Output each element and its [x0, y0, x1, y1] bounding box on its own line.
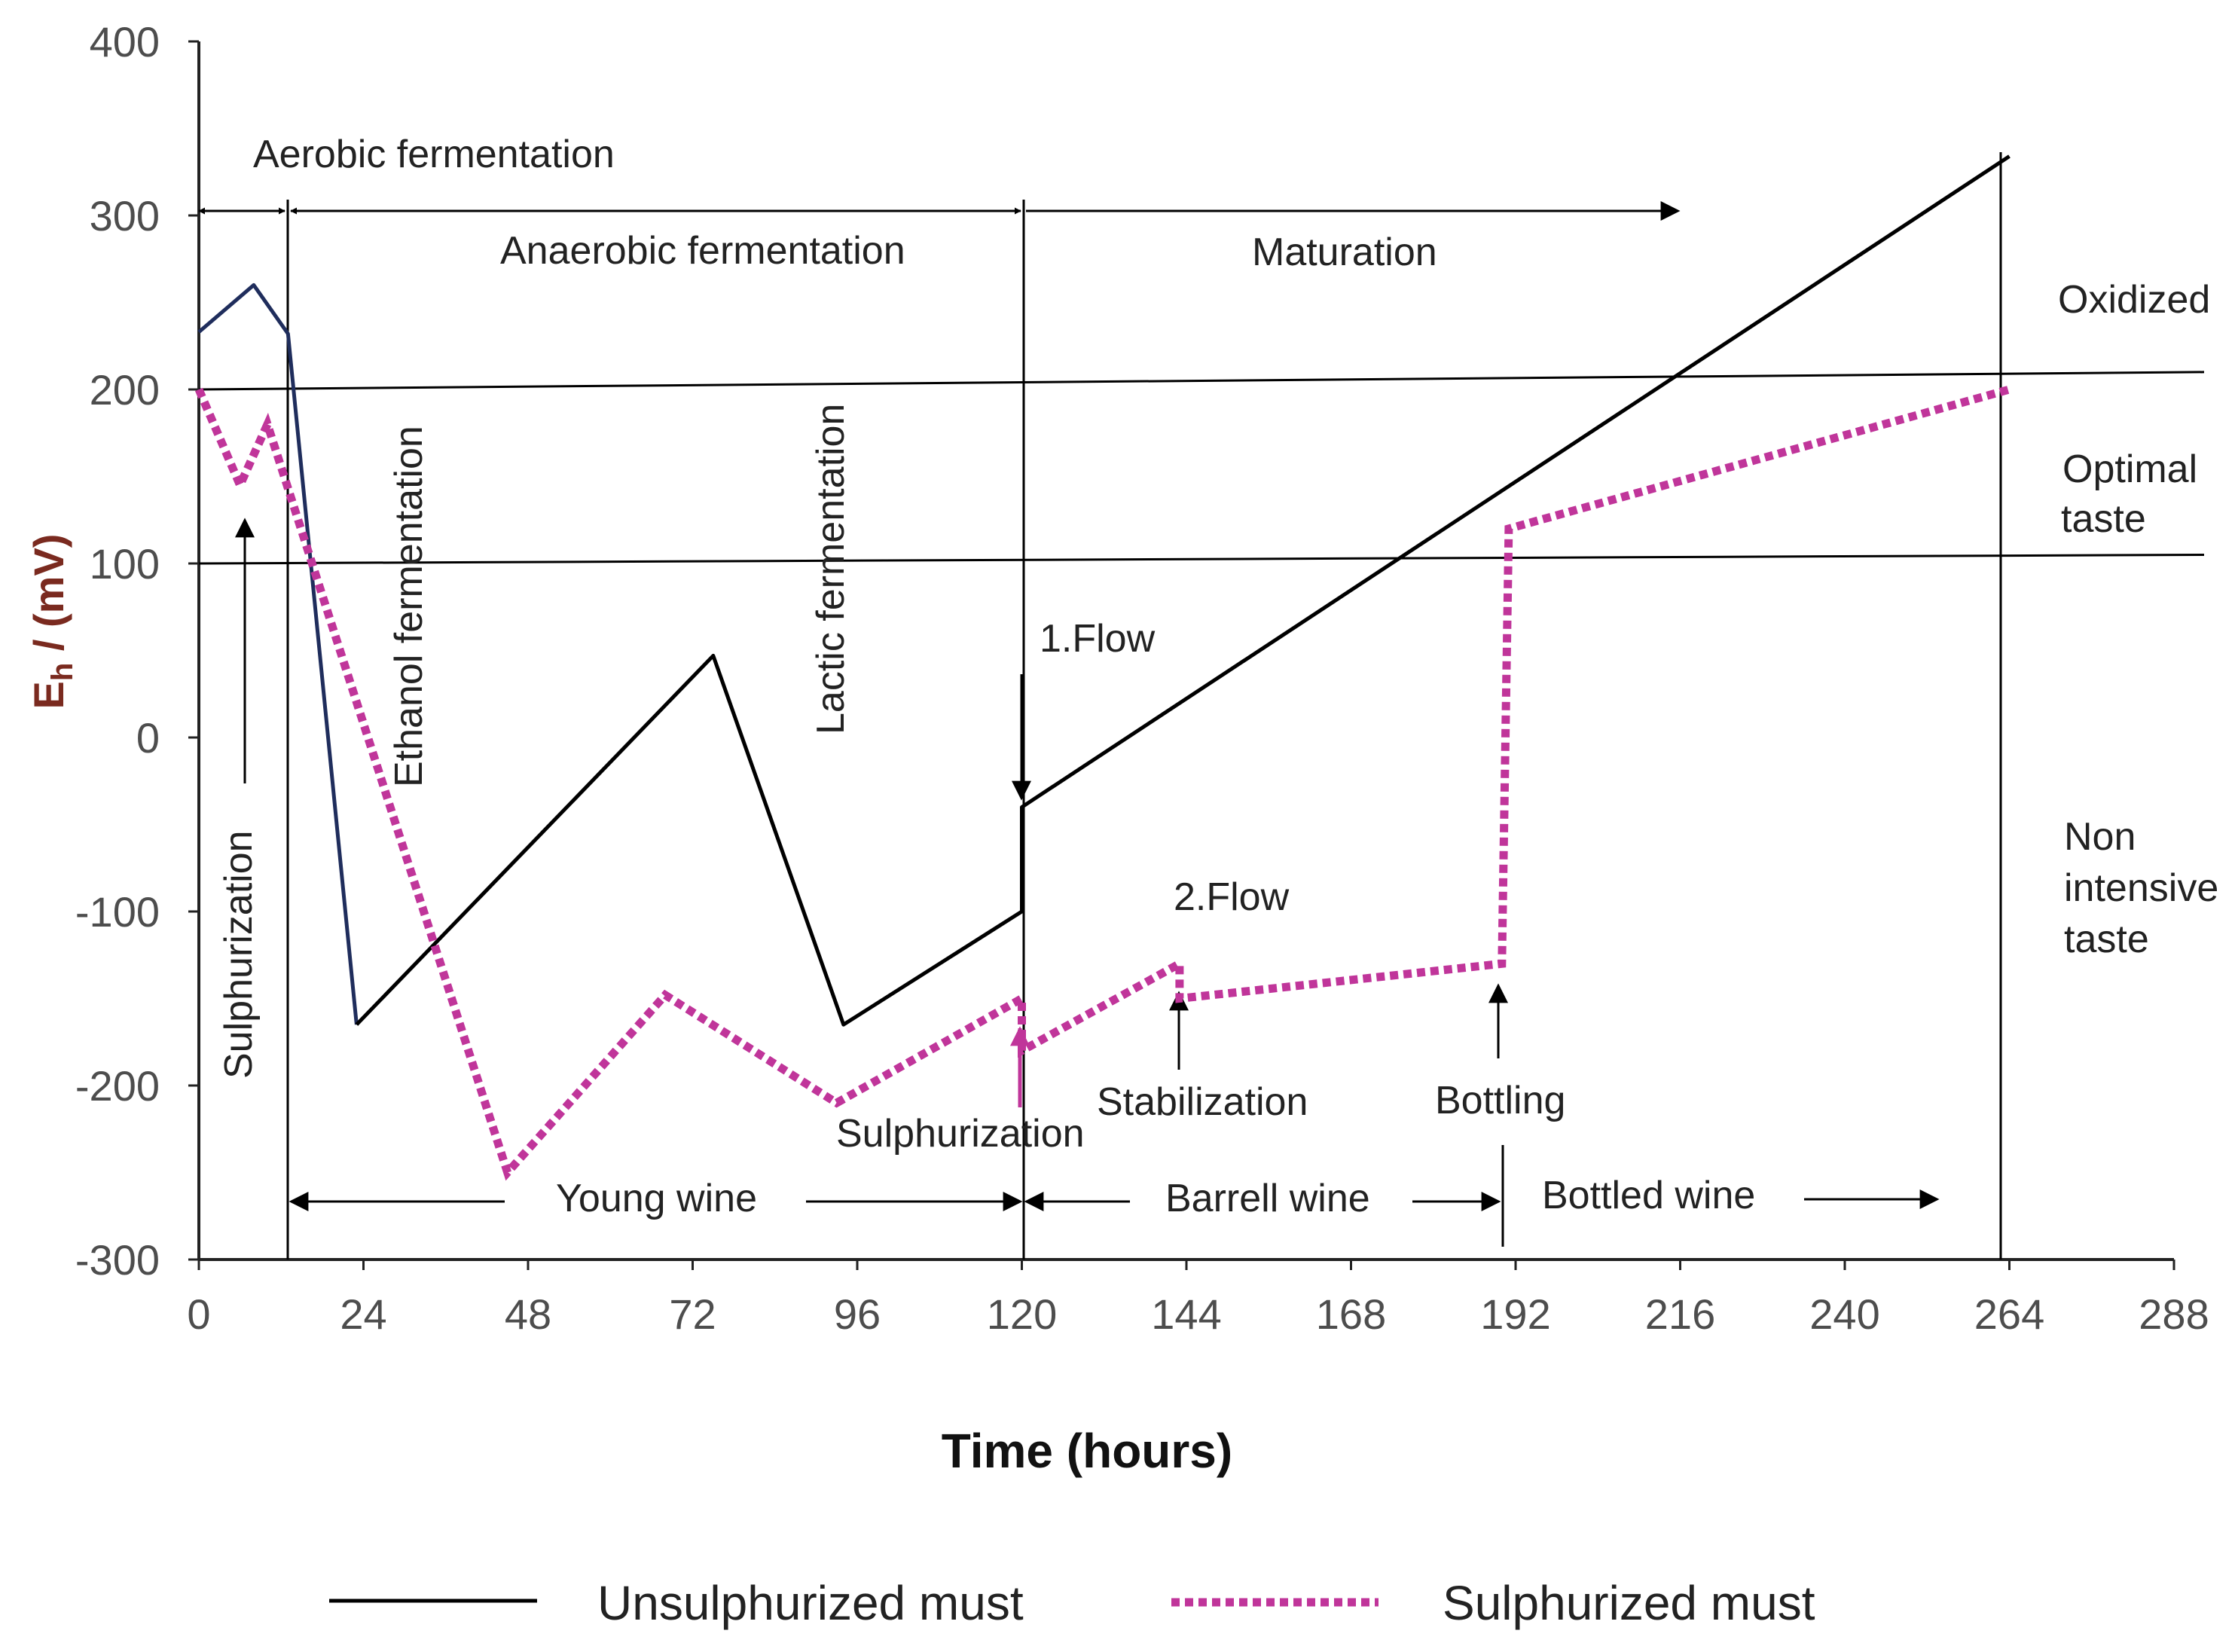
threshold-line-lower: [198, 553, 2205, 565]
y-tick-label: 0: [136, 714, 160, 762]
series-unsulphurized: [197, 154, 2011, 1027]
y-tick-label: 100: [90, 540, 160, 588]
x-tick-label: 120: [987, 1290, 1057, 1338]
series-point: [1179, 963, 1180, 964]
y-tick-label: 300: [90, 192, 160, 240]
label-anaerobic: Anaerobic fermentation: [500, 229, 905, 273]
x-tick-label: 168: [1316, 1290, 1386, 1338]
threshold-lines: [198, 371, 2205, 565]
series-sulphurized: [194, 385, 2011, 1181]
threshold-line-upper: [198, 371, 2205, 391]
x-tick-label: 288: [2139, 1290, 2209, 1338]
y-tick-label: -200: [75, 1062, 160, 1110]
y-tick-label: -300: [75, 1236, 160, 1284]
series-unsulphurized-late: [355, 154, 2011, 1027]
label-sulphurization-horizontal: Sulphurization: [836, 1112, 1085, 1156]
label-oxidized: Oxidized: [2058, 278, 2210, 322]
x-tick-label: 192: [1480, 1290, 1550, 1338]
label-lactic: Lactic fermentation: [809, 404, 853, 734]
x-tick-label: 24: [340, 1290, 386, 1338]
label-non-1: Non: [2064, 815, 2136, 859]
label-flow1: 1.Flow: [1040, 617, 1156, 661]
x-axis-title: Time (hours): [942, 1424, 1232, 1478]
label-non-3: taste: [2064, 918, 2149, 961]
series-unsulphurized-early: [197, 282, 359, 1025]
series-point: [240, 484, 241, 486]
y-axis-title: Eh / (mV): [25, 534, 79, 710]
label-stabilization: Stabilization: [1097, 1080, 1308, 1124]
series-point: [1021, 998, 1023, 1000]
legend-label-sulphurized: Sulphurized must: [1443, 1576, 1815, 1630]
legend: Unsulphurized must Sulphurized must: [329, 1576, 1815, 1630]
label-aerobic: Aerobic fermentation: [253, 133, 615, 176]
y-ticks: 400 300 200 100 0 -100 -200 -300: [75, 18, 199, 1284]
x-ticks: 0 24 48 72 96 120 144 168 192 216 240 264 288: [187, 1260, 2209, 1338]
label-sulphurization-vertical: Sulphurization: [217, 830, 261, 1079]
y-tick-label: 400: [90, 18, 160, 66]
y-tick-label: -100: [75, 888, 160, 936]
y-tick-label: 200: [90, 366, 160, 414]
label-optimal-1: Optimal: [2062, 447, 2197, 491]
label-young-wine: Young wine: [556, 1177, 757, 1220]
x-tick-label: 72: [669, 1290, 716, 1338]
series-layer: [194, 154, 2011, 1181]
x-tick-label: 144: [1151, 1290, 1221, 1338]
label-ethanol: Ethanol fermentation: [387, 426, 431, 787]
series-point: [2009, 389, 2011, 390]
x-tick-label: 48: [505, 1290, 551, 1338]
y-axis-title-main: E: [25, 681, 72, 709]
label-non-2: intensive: [2064, 866, 2218, 910]
x-tick-label: 96: [834, 1290, 881, 1338]
x-tick-label: 216: [1645, 1290, 1715, 1338]
label-barrell-wine: Barrell wine: [1165, 1177, 1370, 1220]
x-tick-label: 264: [1974, 1290, 2044, 1338]
legend-label-unsulphurized: Unsulphurized must: [597, 1576, 1024, 1630]
series-sulphurized-line: [194, 385, 2011, 1181]
label-flow2: 2.Flow: [1174, 875, 1290, 919]
label-maturation: Maturation: [1252, 231, 1437, 274]
x-tick-label: 240: [1809, 1290, 1879, 1338]
y-axis-title-sub: h: [46, 663, 79, 681]
x-tick-label: 0: [187, 1290, 210, 1338]
label-optimal-2: taste: [2061, 497, 2146, 541]
label-bottling: Bottling: [1435, 1079, 1565, 1122]
y-axis-title-rest: / (mV): [25, 534, 72, 663]
label-bottled-wine: Bottled wine: [1542, 1174, 1755, 1217]
